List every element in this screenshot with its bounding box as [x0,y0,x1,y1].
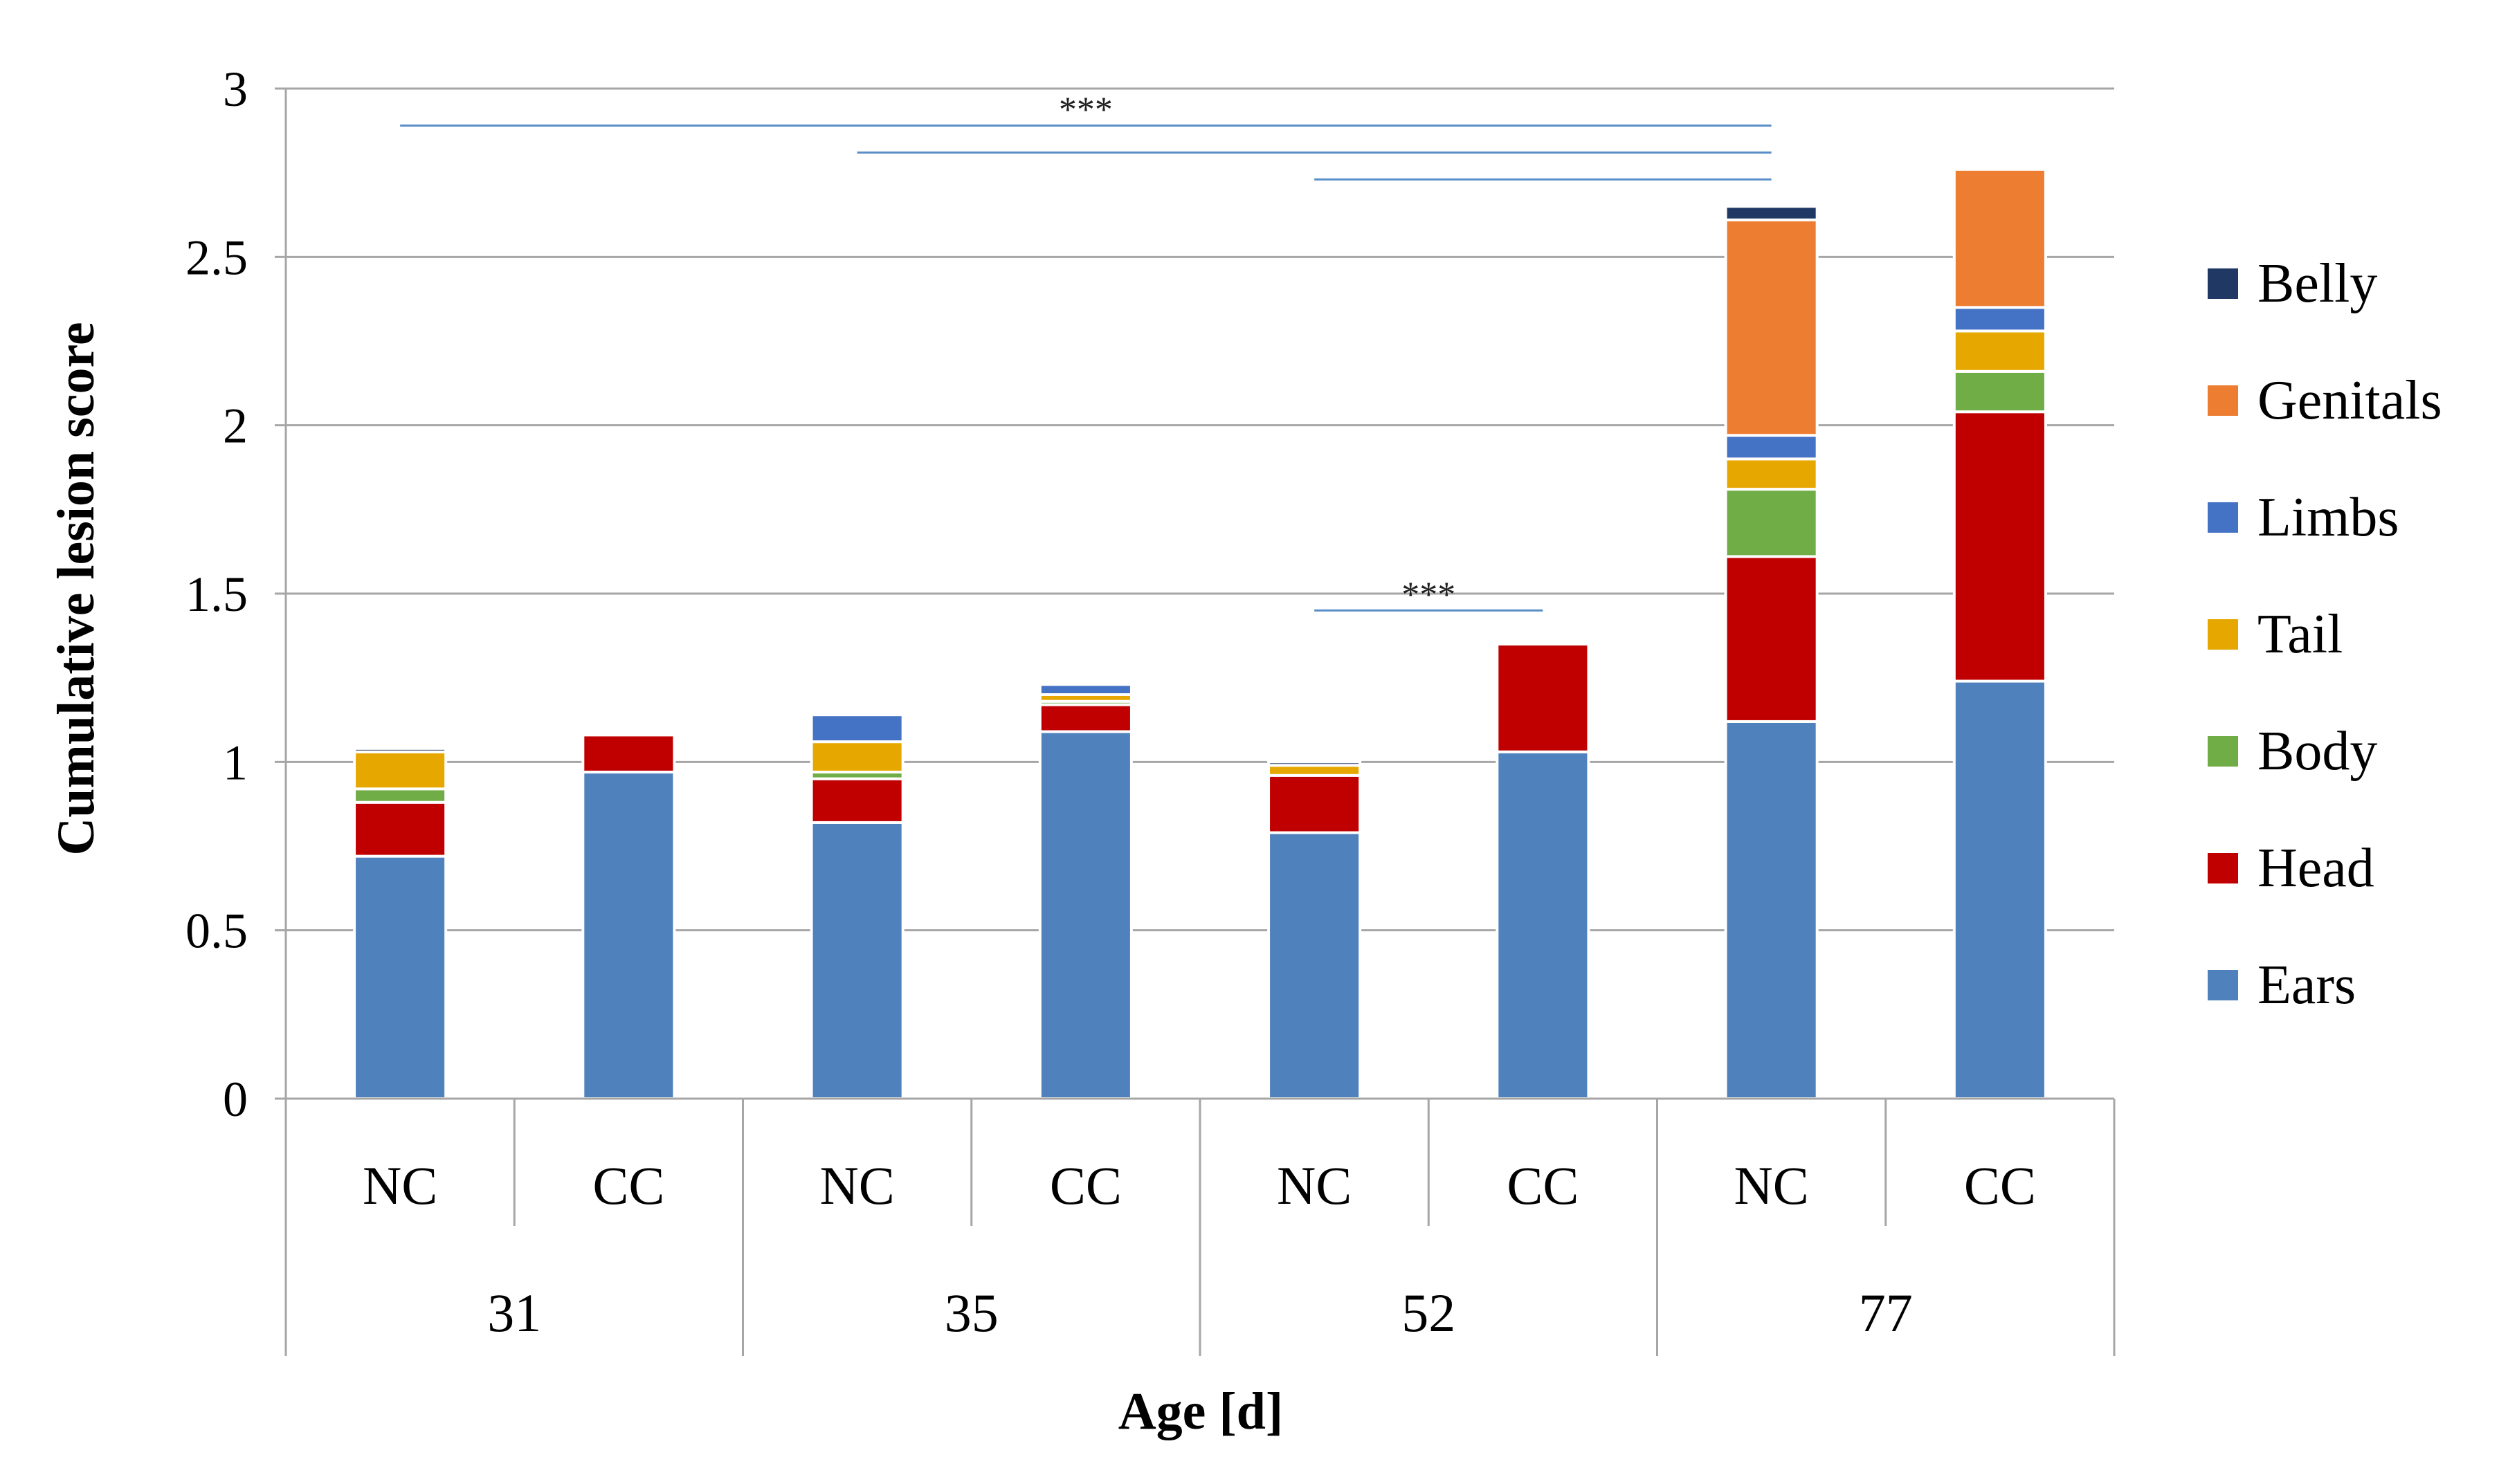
gridlines [275,87,2114,1100]
bar-segment-tail [353,750,448,791]
x-category-label: NC [819,1155,894,1216]
bar-segment-limbs [1038,683,1133,697]
bar-segment-tail [1724,457,1819,491]
y-tick-label: 1.5 [185,567,248,622]
x-group-label: 35 [945,1283,999,1343]
bar-segment-ears [1724,720,1819,1100]
x-axis-label: Age [d] [1118,1382,1284,1440]
legend-swatch-head [2208,853,2238,883]
legend-label-limbs: Limbs [2257,487,2399,548]
bar-segment-tail [1952,329,2047,373]
x-category-label: NC [1734,1155,1808,1216]
x-category-label: CC [1507,1155,1579,1216]
bar-segment-head [353,800,448,858]
legend-swatch-tail [2208,619,2238,650]
legend-label-ears: Ears [2257,955,2356,1016]
x-category-label: CC [1964,1155,2036,1216]
legend-swatch-belly [2208,268,2238,299]
bar-segment-head [1038,703,1133,733]
bar-segment-genitals [1724,218,1819,437]
legend-label-tail: Tail [2257,604,2343,665]
legend-swatch-ears [2208,970,2238,1000]
bar-segment-head [810,777,905,824]
x-category-labels: NC CC NC CC NC CC NC CC 31 35 52 77 [284,1099,2116,1356]
bar-segment-ears [1952,679,2047,1100]
y-tick-label: 2 [223,399,248,454]
bar-segment-head [1496,643,1590,753]
bar-segment-ears [1267,831,1362,1100]
bar-segment-body [353,787,448,804]
legend-label-head: Head [2257,838,2374,899]
x-group-label: 31 [487,1283,541,1343]
x-group-label: 77 [1859,1283,1913,1343]
y-tick-label: 1 [223,735,248,790]
bar-segment-ears [1496,750,1590,1100]
legend: Belly Genitals Limbs Tail Body Head Ears [2208,253,2442,1016]
legend-swatch-body [2208,736,2238,767]
bar-segment-head [1724,555,1819,723]
legend-swatch-genitals [2208,385,2238,416]
bar-segment-tail [810,740,905,773]
bar-segment-belly [353,746,448,753]
bar-segment-belly [1267,760,1362,767]
bar-segment-body [1952,369,2047,414]
x-category-label: NC [363,1155,437,1216]
bar-segment-tail [1267,764,1362,777]
bar-segment-head [1952,410,2047,683]
x-category-label: NC [1277,1155,1352,1216]
bar-segment-body [1724,488,1819,558]
significance-label: *** [1401,575,1455,614]
legend-swatch-limbs [2208,502,2238,533]
significance-label: *** [1059,91,1113,130]
x-category-label: CC [1050,1155,1122,1216]
bar-segment-genitals [1952,167,2047,309]
bar-segment-ears [810,821,905,1101]
y-tick-label: 3 [223,62,248,117]
bar-segment-belly [1724,205,1819,221]
bar-segment-head [1267,773,1362,834]
bars [353,167,2047,1101]
x-group-label: 52 [1401,1283,1455,1343]
significance-markers: *** *** [400,91,1772,614]
legend-label-belly: Belly [2257,253,2377,314]
x-category-label: CC [592,1155,664,1216]
bar-segment-ears [353,854,448,1100]
legend-label-genitals: Genitals [2257,370,2442,431]
bar-segment-limbs [810,713,905,744]
bar-segment-limbs [1724,434,1819,461]
bar-segment-ears [581,770,676,1101]
y-tick-label: 2.5 [185,230,248,285]
legend-label-body: Body [2257,721,2377,782]
y-axis-label: Cumulative lesion score [47,322,105,855]
bar-segment-head [581,733,676,773]
bar-segment-ears [1038,730,1133,1100]
bar-segment-limbs [1952,306,2047,333]
y-tick-label: 0.5 [185,904,248,959]
y-tick-label: 0 [223,1072,248,1127]
y-tick-labels: 0 0.5 1 1.5 2 2.5 3 [185,62,248,1127]
